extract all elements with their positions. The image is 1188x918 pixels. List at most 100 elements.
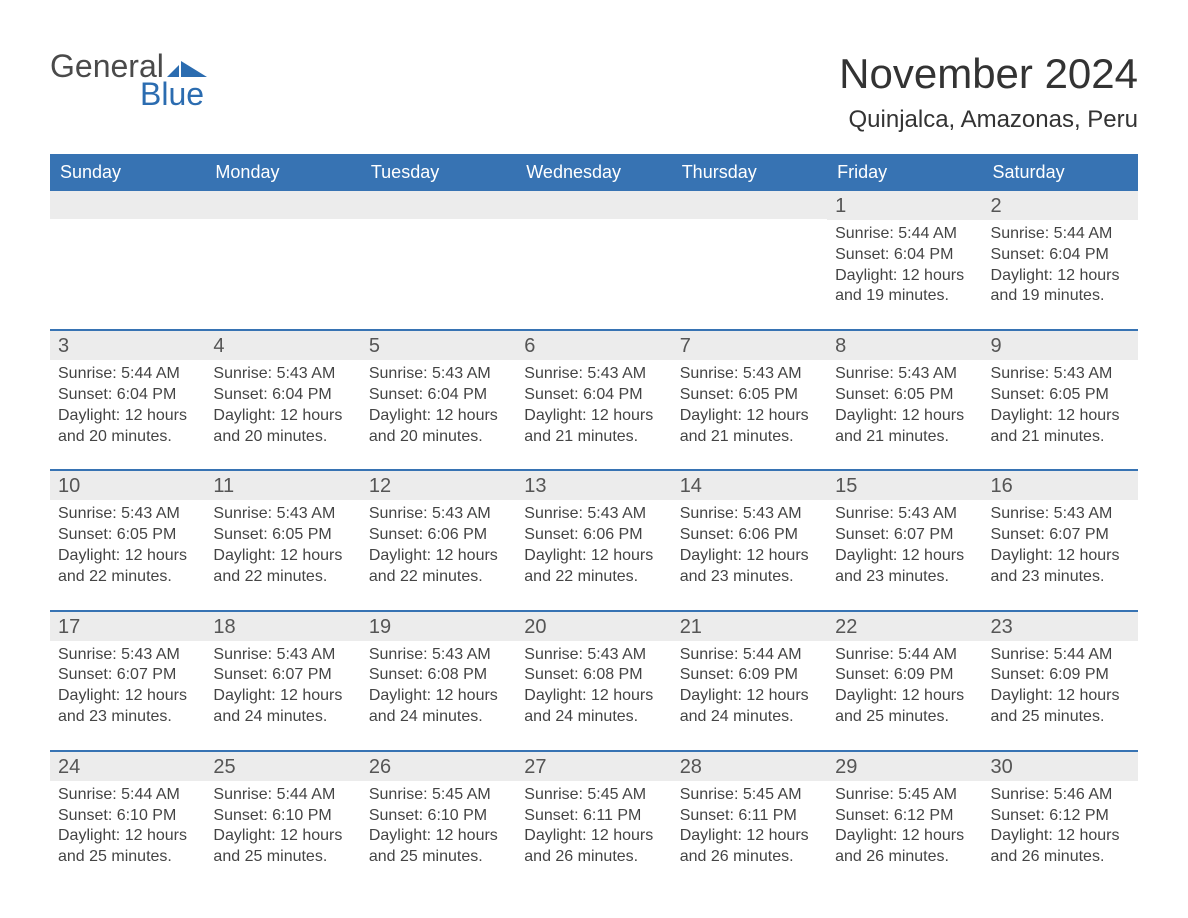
day-number: 13: [516, 471, 671, 500]
daylight-text: Daylight: 12 hours and 24 minutes.: [369, 686, 508, 728]
day-details: Sunrise: 5:45 AMSunset: 6:10 PMDaylight:…: [361, 781, 516, 872]
daylight-text: Daylight: 12 hours and 24 minutes.: [680, 686, 819, 728]
day-details: Sunrise: 5:43 AMSunset: 6:08 PMDaylight:…: [516, 641, 671, 732]
daylight-text: Daylight: 12 hours and 23 minutes.: [991, 546, 1130, 588]
sunrise-text: Sunrise: 5:43 AM: [213, 645, 352, 666]
daylight-text: Daylight: 12 hours and 19 minutes.: [991, 266, 1130, 308]
daylight-text: Daylight: 12 hours and 22 minutes.: [524, 546, 663, 588]
day-number: 6: [516, 331, 671, 360]
day-cell: [672, 191, 827, 311]
sunrise-text: Sunrise: 5:43 AM: [524, 364, 663, 385]
week-row: 10Sunrise: 5:43 AMSunset: 6:05 PMDayligh…: [50, 469, 1138, 591]
sunrise-text: Sunrise: 5:45 AM: [680, 785, 819, 806]
day-number: 4: [205, 331, 360, 360]
week-row: 24Sunrise: 5:44 AMSunset: 6:10 PMDayligh…: [50, 750, 1138, 872]
daylight-text: Daylight: 12 hours and 26 minutes.: [680, 826, 819, 868]
sunrise-text: Sunrise: 5:43 AM: [680, 364, 819, 385]
sunrise-text: Sunrise: 5:43 AM: [369, 645, 508, 666]
day-details: Sunrise: 5:45 AMSunset: 6:11 PMDaylight:…: [672, 781, 827, 872]
day-details: Sunrise: 5:43 AMSunset: 6:05 PMDaylight:…: [205, 500, 360, 591]
sunset-text: Sunset: 6:05 PM: [58, 525, 197, 546]
day-number: 9: [983, 331, 1138, 360]
sunrise-text: Sunrise: 5:43 AM: [213, 364, 352, 385]
day-cell: 21Sunrise: 5:44 AMSunset: 6:09 PMDayligh…: [672, 612, 827, 732]
sunrise-text: Sunrise: 5:43 AM: [991, 504, 1130, 525]
day-details: Sunrise: 5:44 AMSunset: 6:09 PMDaylight:…: [983, 641, 1138, 732]
weekday-header: Thursday: [672, 154, 827, 191]
sunset-text: Sunset: 6:05 PM: [835, 385, 974, 406]
sunset-text: Sunset: 6:07 PM: [213, 665, 352, 686]
day-number: 8: [827, 331, 982, 360]
sunset-text: Sunset: 6:05 PM: [680, 385, 819, 406]
sunset-text: Sunset: 6:08 PM: [369, 665, 508, 686]
day-number: 5: [361, 331, 516, 360]
day-cell: 24Sunrise: 5:44 AMSunset: 6:10 PMDayligh…: [50, 752, 205, 872]
day-details: Sunrise: 5:43 AMSunset: 6:06 PMDaylight:…: [672, 500, 827, 591]
day-cell: 1Sunrise: 5:44 AMSunset: 6:04 PMDaylight…: [827, 191, 982, 311]
sunset-text: Sunset: 6:04 PM: [991, 245, 1130, 266]
daylight-text: Daylight: 12 hours and 26 minutes.: [991, 826, 1130, 868]
day-number: 24: [50, 752, 205, 781]
day-details: Sunrise: 5:44 AMSunset: 6:09 PMDaylight:…: [672, 641, 827, 732]
sunset-text: Sunset: 6:10 PM: [213, 806, 352, 827]
week-row: 3Sunrise: 5:44 AMSunset: 6:04 PMDaylight…: [50, 329, 1138, 451]
calendar: SundayMondayTuesdayWednesdayThursdayFrid…: [50, 154, 1138, 872]
sunrise-text: Sunrise: 5:43 AM: [213, 504, 352, 525]
day-cell: 18Sunrise: 5:43 AMSunset: 6:07 PMDayligh…: [205, 612, 360, 732]
day-details: Sunrise: 5:44 AMSunset: 6:10 PMDaylight:…: [50, 781, 205, 872]
daylight-text: Daylight: 12 hours and 20 minutes.: [213, 406, 352, 448]
sunrise-text: Sunrise: 5:44 AM: [991, 224, 1130, 245]
day-cell: [361, 191, 516, 311]
day-cell: 29Sunrise: 5:45 AMSunset: 6:12 PMDayligh…: [827, 752, 982, 872]
sunset-text: Sunset: 6:09 PM: [835, 665, 974, 686]
sunset-text: Sunset: 6:04 PM: [213, 385, 352, 406]
sunset-text: Sunset: 6:10 PM: [58, 806, 197, 827]
sunset-text: Sunset: 6:08 PM: [524, 665, 663, 686]
day-cell: 28Sunrise: 5:45 AMSunset: 6:11 PMDayligh…: [672, 752, 827, 872]
location-subtitle: Quinjalca, Amazonas, Peru: [839, 106, 1138, 134]
daylight-text: Daylight: 12 hours and 22 minutes.: [213, 546, 352, 588]
brand-word2: Blue: [140, 78, 207, 110]
day-details: Sunrise: 5:43 AMSunset: 6:06 PMDaylight:…: [516, 500, 671, 591]
week-row: 1Sunrise: 5:44 AMSunset: 6:04 PMDaylight…: [50, 191, 1138, 311]
sunrise-text: Sunrise: 5:44 AM: [213, 785, 352, 806]
day-details: Sunrise: 5:43 AMSunset: 6:07 PMDaylight:…: [827, 500, 982, 591]
daylight-text: Daylight: 12 hours and 22 minutes.: [58, 546, 197, 588]
sunrise-text: Sunrise: 5:43 AM: [369, 364, 508, 385]
day-details: Sunrise: 5:43 AMSunset: 6:07 PMDaylight:…: [983, 500, 1138, 591]
day-number: 16: [983, 471, 1138, 500]
daylight-text: Daylight: 12 hours and 26 minutes.: [524, 826, 663, 868]
day-cell: 19Sunrise: 5:43 AMSunset: 6:08 PMDayligh…: [361, 612, 516, 732]
sunrise-text: Sunrise: 5:45 AM: [524, 785, 663, 806]
sunset-text: Sunset: 6:04 PM: [524, 385, 663, 406]
day-cell: [516, 191, 671, 311]
sunrise-text: Sunrise: 5:44 AM: [991, 645, 1130, 666]
day-cell: 30Sunrise: 5:46 AMSunset: 6:12 PMDayligh…: [983, 752, 1138, 872]
day-cell: 2Sunrise: 5:44 AMSunset: 6:04 PMDaylight…: [983, 191, 1138, 311]
daylight-text: Daylight: 12 hours and 26 minutes.: [835, 826, 974, 868]
brand-logo: General Blue: [50, 50, 207, 110]
day-details: Sunrise: 5:45 AMSunset: 6:12 PMDaylight:…: [827, 781, 982, 872]
day-cell: 12Sunrise: 5:43 AMSunset: 6:06 PMDayligh…: [361, 471, 516, 591]
sunset-text: Sunset: 6:05 PM: [213, 525, 352, 546]
day-cell: 8Sunrise: 5:43 AMSunset: 6:05 PMDaylight…: [827, 331, 982, 451]
day-number: 14: [672, 471, 827, 500]
sunrise-text: Sunrise: 5:43 AM: [835, 504, 974, 525]
day-cell: 14Sunrise: 5:43 AMSunset: 6:06 PMDayligh…: [672, 471, 827, 591]
day-number: [516, 191, 671, 219]
sunset-text: Sunset: 6:06 PM: [369, 525, 508, 546]
week-row: 17Sunrise: 5:43 AMSunset: 6:07 PMDayligh…: [50, 610, 1138, 732]
weekday-header: Friday: [827, 154, 982, 191]
sunrise-text: Sunrise: 5:43 AM: [58, 504, 197, 525]
day-number: 27: [516, 752, 671, 781]
day-cell: 27Sunrise: 5:45 AMSunset: 6:11 PMDayligh…: [516, 752, 671, 872]
day-cell: [50, 191, 205, 311]
daylight-text: Daylight: 12 hours and 21 minutes.: [991, 406, 1130, 448]
sunrise-text: Sunrise: 5:44 AM: [835, 645, 974, 666]
day-number: 30: [983, 752, 1138, 781]
day-cell: 25Sunrise: 5:44 AMSunset: 6:10 PMDayligh…: [205, 752, 360, 872]
day-details: Sunrise: 5:44 AMSunset: 6:04 PMDaylight:…: [827, 220, 982, 311]
sunset-text: Sunset: 6:09 PM: [991, 665, 1130, 686]
day-cell: 10Sunrise: 5:43 AMSunset: 6:05 PMDayligh…: [50, 471, 205, 591]
day-details: Sunrise: 5:43 AMSunset: 6:07 PMDaylight:…: [205, 641, 360, 732]
